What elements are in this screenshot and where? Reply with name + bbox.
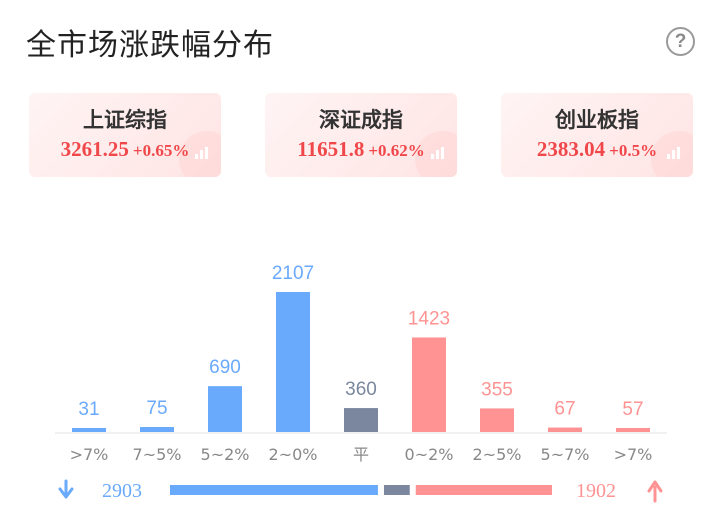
bar-4 <box>344 408 378 432</box>
x-tick-label: >7% <box>614 445 653 464</box>
bar-7 <box>548 427 582 432</box>
index-card-chinext[interactable]: 创业板指 2383.04 +0.5% <box>501 93 693 177</box>
up-proportion-bar <box>415 485 552 495</box>
index-card-shenzhen[interactable]: 深证成指 11651.8 +0.62% <box>265 93 457 177</box>
x-tick-label: 0~2% <box>405 445 454 464</box>
x-tick-label: 5~7% <box>541 445 590 464</box>
index-name: 上证综指 <box>83 108 167 132</box>
bar-value-label: 1423 <box>408 308 450 329</box>
index-value: 2383.04 <box>536 137 606 161</box>
bar-value-label: 360 <box>345 379 377 400</box>
chart-icon <box>195 147 209 159</box>
bar-value-label: 75 <box>146 398 167 419</box>
bar-2 <box>208 386 242 432</box>
bar-8 <box>616 428 650 432</box>
bar-0 <box>72 428 106 432</box>
up-count: 1902 <box>576 480 616 502</box>
x-tick-label: 平 <box>353 445 369 464</box>
bar-6 <box>480 408 514 432</box>
down-count: 2903 <box>102 480 142 502</box>
chart-icon <box>431 147 445 159</box>
arrow-up-icon <box>647 480 663 503</box>
x-tick-label: 2~0% <box>269 445 318 464</box>
page-title: 全市场涨跌幅分布 <box>26 28 274 63</box>
flat-proportion-bar <box>383 485 410 495</box>
index-change: +0.5% <box>609 141 658 160</box>
down-proportion-bar <box>170 485 378 495</box>
bar-5 <box>412 337 446 432</box>
bar-value-label: 67 <box>554 399 575 420</box>
index-change: +0.65% <box>132 141 190 160</box>
help-icon[interactable]: ? <box>666 27 695 56</box>
bar-3 <box>276 292 310 432</box>
x-tick-label: >7% <box>70 445 109 464</box>
chart-icon <box>667 147 681 159</box>
x-tick-label: 2~5% <box>473 445 522 464</box>
index-card-shanghai[interactable]: 上证综指 3261.25 +0.65% <box>29 93 221 177</box>
index-name: 创业板指 <box>555 108 639 132</box>
x-tick-label: 5~2% <box>201 445 250 464</box>
x-tick-label: 7~5% <box>133 445 182 464</box>
bar-value-label: 2107 <box>272 263 314 284</box>
index-value: 3261.25 <box>60 137 129 161</box>
bar-value-label: 57 <box>622 399 643 420</box>
index-change: +0.62% <box>368 141 425 160</box>
bar-value-label: 690 <box>209 357 241 378</box>
bar-value-label: 31 <box>78 399 99 420</box>
bar-1 <box>140 427 174 432</box>
index-name: 深证成指 <box>319 108 403 132</box>
arrow-down-icon <box>58 479 74 499</box>
bar-value-label: 355 <box>481 379 513 400</box>
index-value: 11651.8 <box>297 137 365 161</box>
